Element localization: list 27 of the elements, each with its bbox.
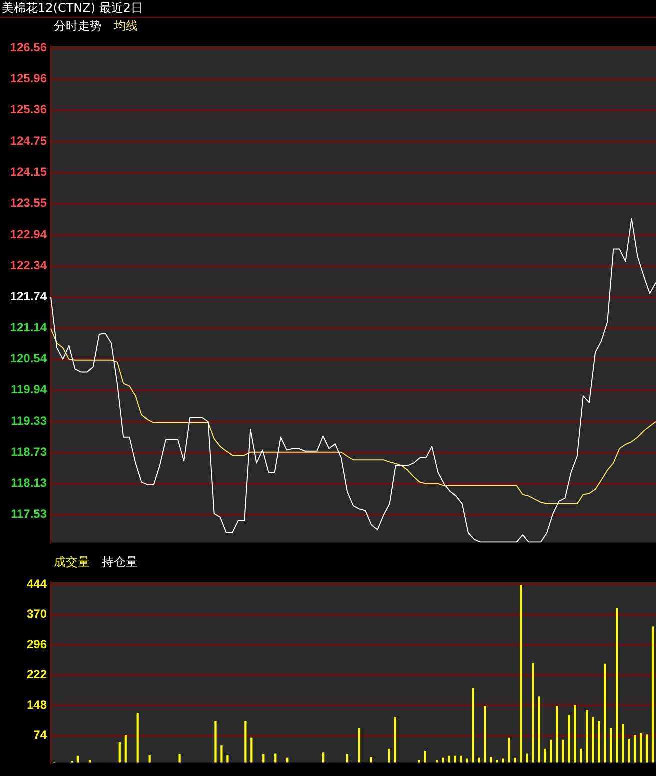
y-tick-label: 124.15 xyxy=(10,165,48,180)
y-tick-label: 125.96 xyxy=(10,72,48,86)
y-tick-label: 124.75 xyxy=(10,134,48,148)
y-tick-label: 125.36 xyxy=(10,102,48,117)
y-tick-label: 444 xyxy=(26,576,48,591)
text: 分时走势 xyxy=(54,18,102,35)
y-tick-label: 74 xyxy=(34,728,48,742)
chart-title: 美棉花12(CTNZ) 最近2日 xyxy=(0,0,656,18)
text: 成交量 xyxy=(54,554,90,571)
text: 持仓量 xyxy=(102,554,138,571)
text: 均线 xyxy=(114,18,138,35)
y-tick-label: 122.34 xyxy=(10,258,48,273)
y-tick-label: 296 xyxy=(26,637,48,652)
y-tick-label: 148 xyxy=(26,698,48,712)
y-tick-label: 119.33 xyxy=(10,414,48,428)
y-tick-label: 121.14 xyxy=(10,320,48,335)
y-tick-label: 119.94 xyxy=(10,382,48,397)
y-tick-label: 120.54 xyxy=(10,352,48,366)
y-tick-label: 123.55 xyxy=(10,196,48,210)
y-tick-label: 126.56 xyxy=(10,40,48,55)
y-tick-label: 118.13 xyxy=(10,476,48,490)
y-tick-label: 118.73 xyxy=(10,445,48,460)
y-tick-label: 222 xyxy=(26,668,48,682)
y-tick-label: 370 xyxy=(26,607,48,622)
y-tick-label: 122.94 xyxy=(10,228,48,242)
y-tick-label: 117.53 xyxy=(10,507,48,522)
y-tick-label: 121.74 xyxy=(10,290,48,304)
